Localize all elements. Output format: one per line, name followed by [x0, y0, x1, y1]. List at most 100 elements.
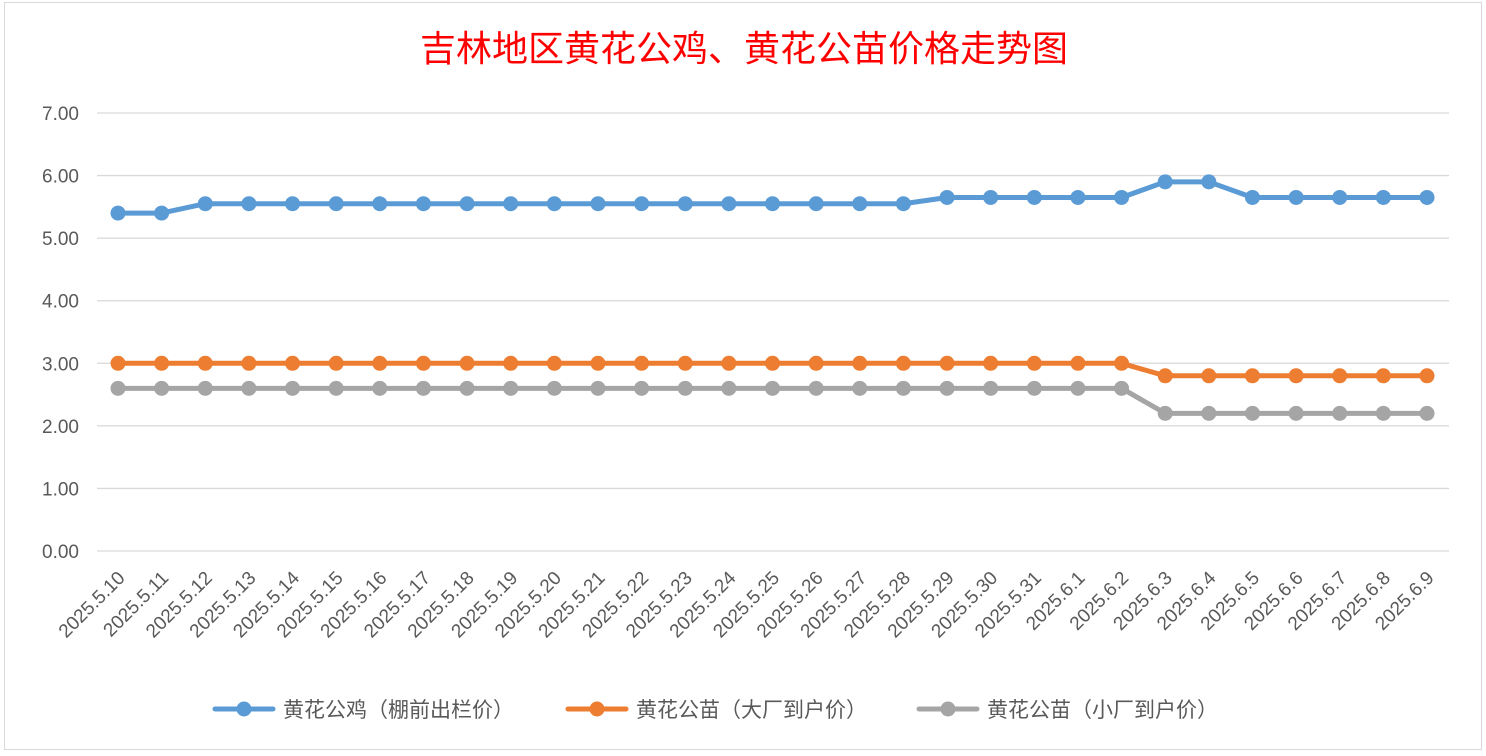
data-point: [1288, 405, 1304, 421]
data-point: [1375, 368, 1391, 384]
series-lines: [110, 174, 1435, 421]
y-axis-ticks: 0.00 1.00 2.00 3.00 4.00 5.00 6.00 7.00: [42, 104, 79, 563]
data-point: [285, 196, 301, 212]
y-tick-label: 5.00: [42, 229, 79, 250]
chart-frame: 吉林地区黄花公鸡、黄花公苗价格走势图 0.00 1.00 2.00 3.00 4.00 5…: [4, 2, 1482, 750]
data-point: [285, 380, 301, 396]
y-tick-label: 3.00: [42, 354, 79, 375]
data-point: [983, 355, 999, 371]
data-point: [808, 380, 824, 396]
data-point: [852, 355, 868, 371]
data-point: [372, 355, 388, 371]
data-point: [852, 196, 868, 212]
data-point: [328, 355, 344, 371]
data-point: [503, 355, 519, 371]
data-point: [1244, 405, 1260, 421]
legend-item: 黄花公鸡（棚前出栏价）: [212, 698, 514, 722]
data-point: [721, 380, 737, 396]
data-point: [939, 380, 955, 396]
data-point: [1332, 189, 1348, 205]
data-point: [677, 380, 693, 396]
data-point: [110, 380, 126, 396]
data-point: [241, 196, 257, 212]
data-point: [459, 196, 475, 212]
data-point: [590, 380, 606, 396]
data-point: [546, 380, 562, 396]
y-tick-label: 7.00: [42, 104, 79, 125]
data-point: [459, 355, 475, 371]
data-point: [459, 380, 475, 396]
data-point: [1419, 189, 1435, 205]
data-point: [983, 380, 999, 396]
legend-item: 黄花公苗（大厂到户价）: [565, 698, 867, 722]
legend-marker: [589, 701, 605, 717]
data-point: [285, 355, 301, 371]
line-chart: 吉林地区黄花公鸡、黄花公苗价格走势图 0.00 1.00 2.00 3.00 4.00 5…: [42, 29, 1449, 722]
data-point: [1114, 380, 1130, 396]
data-point: [546, 196, 562, 212]
data-point: [1375, 189, 1391, 205]
data-point: [721, 355, 737, 371]
data-point: [328, 196, 344, 212]
gridlines: [97, 112, 1449, 552]
data-point: [197, 355, 213, 371]
data-point: [634, 355, 650, 371]
data-point: [1288, 189, 1304, 205]
data-point: [1070, 189, 1086, 205]
data-point: [1419, 405, 1435, 421]
data-point: [328, 380, 344, 396]
data-point: [895, 380, 911, 396]
data-point: [1244, 368, 1260, 384]
legend-label: 黄花公苗（小厂到户价）: [987, 698, 1218, 722]
data-point: [197, 380, 213, 396]
data-point: [372, 380, 388, 396]
data-point: [1157, 368, 1173, 384]
data-point: [1070, 380, 1086, 396]
data-point: [1201, 405, 1217, 421]
data-point: [241, 380, 257, 396]
data-point: [677, 196, 693, 212]
data-point: [677, 355, 693, 371]
data-point: [895, 355, 911, 371]
data-point: [765, 355, 780, 371]
data-point: [808, 196, 824, 212]
data-point: [1114, 189, 1130, 205]
legend-label: 黄花公苗（大厂到户价）: [636, 698, 867, 722]
data-point: [154, 205, 170, 221]
legend-item: 黄花公苗（小厂到户价）: [916, 698, 1218, 722]
chart-title: 吉林地区黄花公鸡、黄花公苗价格走势图: [420, 29, 1068, 70]
data-point: [372, 196, 388, 212]
data-point: [1157, 174, 1173, 190]
data-point: [1332, 368, 1348, 384]
data-point: [154, 380, 170, 396]
data-point: [1026, 189, 1042, 205]
data-point: [1201, 174, 1217, 190]
data-point: [1157, 405, 1173, 421]
data-point: [415, 196, 431, 212]
y-tick-label: 6.00: [42, 167, 79, 188]
data-point: [1114, 355, 1130, 371]
data-point: [110, 205, 126, 221]
data-point: [721, 196, 737, 212]
y-tick-label: 4.00: [42, 292, 79, 313]
data-point: [1070, 355, 1086, 371]
legend: 黄花公鸡（棚前出栏价） 黄花公苗（大厂到户价） 黄花公苗（小厂到户价）: [212, 698, 1218, 722]
data-point: [110, 355, 126, 371]
data-point: [983, 189, 999, 205]
data-point: [415, 380, 431, 396]
data-point: [939, 355, 955, 371]
data-point: [1244, 189, 1260, 205]
data-point: [197, 196, 213, 212]
data-point: [546, 355, 562, 371]
data-point: [503, 196, 519, 212]
data-point: [634, 380, 650, 396]
y-tick-label: 0.00: [42, 542, 79, 563]
legend-marker: [236, 701, 252, 717]
data-point: [895, 196, 911, 212]
data-point: [1419, 368, 1435, 384]
data-point: [765, 380, 780, 396]
data-point: [939, 189, 955, 205]
legend-label: 黄花公鸡（棚前出栏价）: [283, 698, 514, 722]
data-point: [1201, 368, 1217, 384]
data-point: [1288, 368, 1304, 384]
